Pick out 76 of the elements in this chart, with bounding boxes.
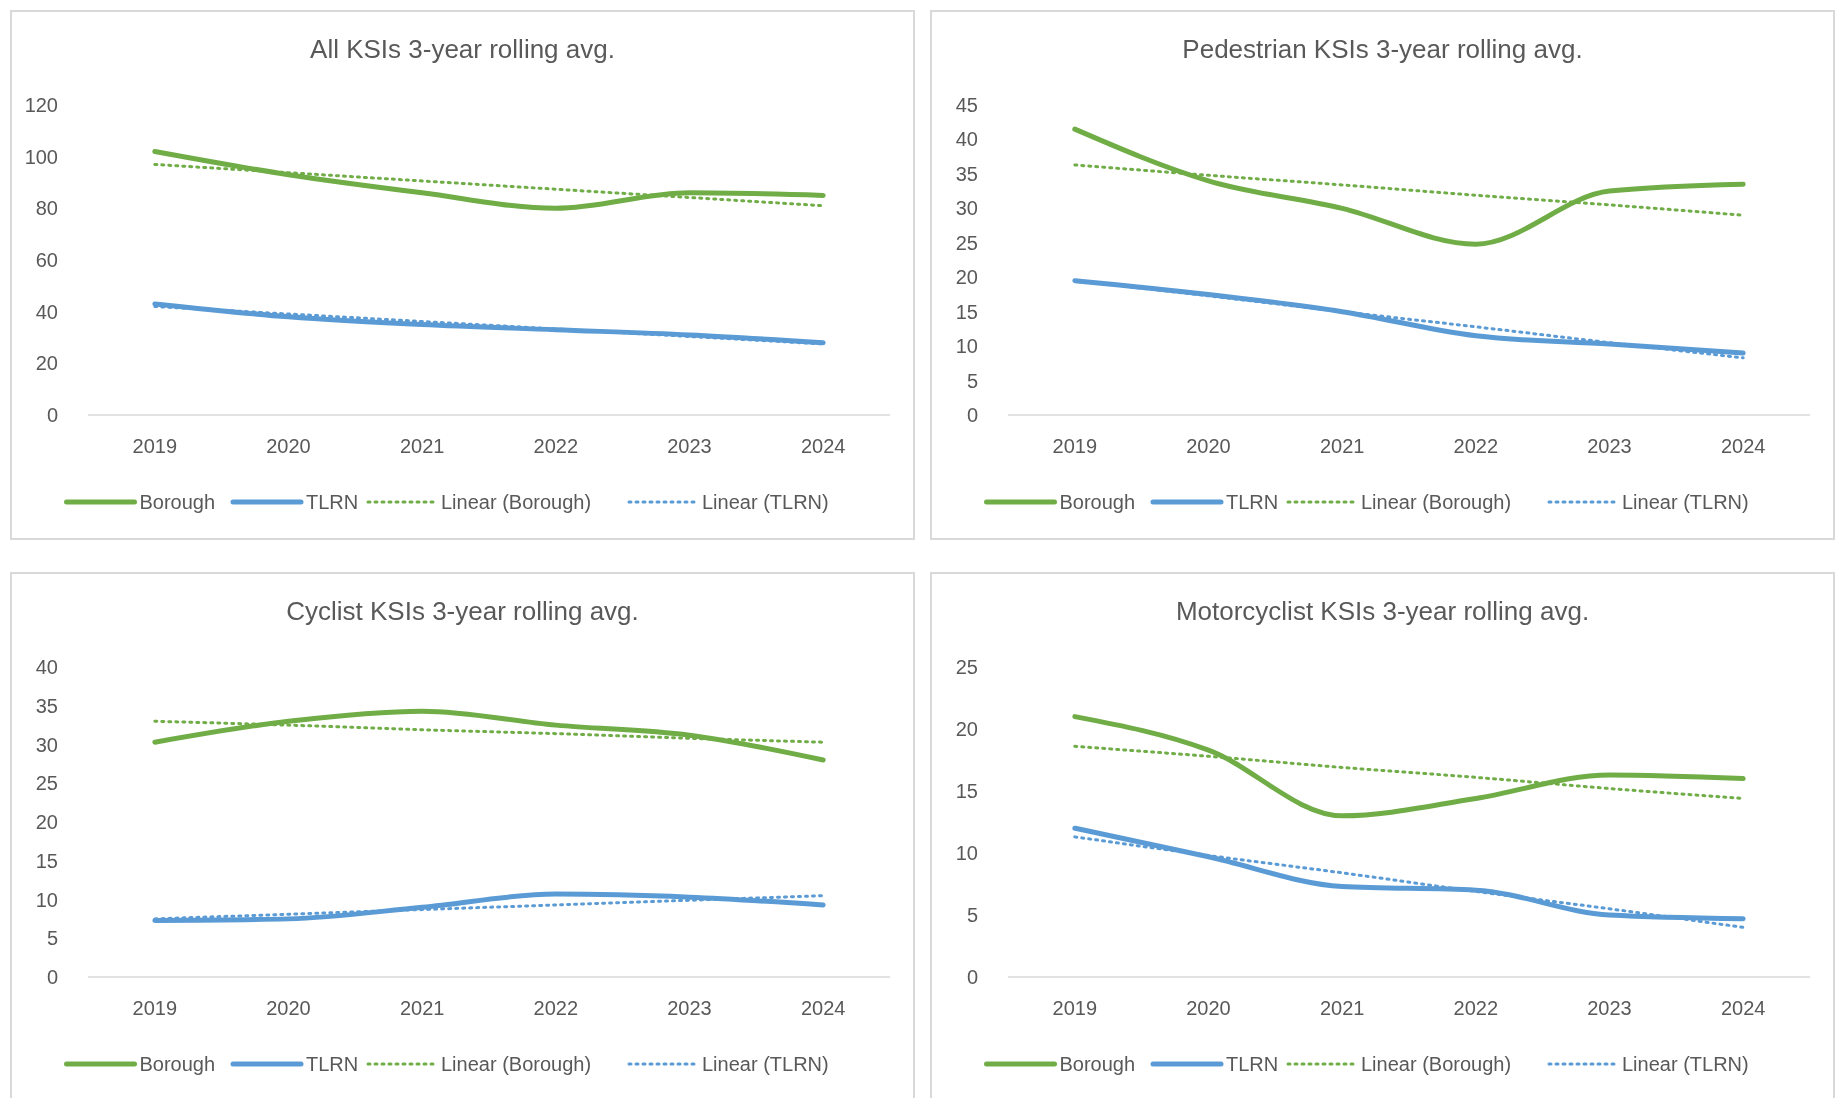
legend-label: Linear (TLRN) bbox=[702, 1053, 829, 1075]
chart-title: Motorcyclist KSIs 3-year rolling avg. bbox=[1175, 596, 1590, 626]
legend-label: Linear (Borough) bbox=[441, 1053, 592, 1075]
legend-label: Linear (TLRN) bbox=[1622, 491, 1749, 513]
y-tick-label: 25 bbox=[955, 231, 978, 254]
x-tick-label: 2020 bbox=[1186, 997, 1231, 1019]
x-tick-label: 2022 bbox=[1453, 435, 1499, 457]
y-tick-label: 35 bbox=[955, 162, 978, 185]
x-tick-label: 2020 bbox=[1186, 435, 1231, 457]
legend-label: TLRN bbox=[1226, 1053, 1279, 1075]
y-tick-label: 10 bbox=[35, 888, 58, 911]
y-tick-label: 5 bbox=[966, 904, 978, 926]
x-tick-label: 2023 bbox=[1587, 435, 1632, 457]
y-tick-label: 20 bbox=[35, 811, 58, 833]
x-tick-label: 2019 bbox=[1052, 435, 1098, 457]
x-tick-label: 2022 bbox=[1453, 997, 1499, 1019]
y-tick-label: 40 bbox=[955, 128, 978, 151]
legend-label: TLRN bbox=[306, 491, 359, 513]
x-tick-label: 2019 bbox=[132, 997, 178, 1019]
legend-label: Linear (Borough) bbox=[1361, 491, 1512, 513]
y-tick-label: 20 bbox=[955, 266, 978, 289]
y-tick-label: 0 bbox=[46, 966, 58, 988]
legend-label: TLRN bbox=[306, 1053, 359, 1075]
x-tick-label: 2020 bbox=[266, 435, 311, 457]
x-tick-label: 2019 bbox=[132, 435, 178, 457]
y-tick-label: 120 bbox=[24, 94, 58, 116]
x-tick-label: 2021 bbox=[399, 997, 445, 1019]
y-tick-label: 40 bbox=[35, 300, 58, 323]
y-tick-label: 60 bbox=[35, 249, 58, 271]
x-tick-label: 2024 bbox=[800, 435, 846, 457]
legend-label: Linear (Borough) bbox=[441, 491, 592, 513]
y-tick-label: 25 bbox=[35, 772, 58, 795]
y-tick-label: 10 bbox=[955, 842, 978, 864]
legend-label: Linear (TLRN) bbox=[702, 491, 829, 513]
x-tick-label: 2022 bbox=[533, 435, 579, 457]
y-tick-label: 5 bbox=[46, 927, 58, 950]
y-tick-label: 0 bbox=[966, 404, 978, 426]
x-tick-label: 2021 bbox=[399, 435, 445, 457]
x-tick-label: 2023 bbox=[667, 435, 712, 457]
y-tick-label: 20 bbox=[955, 718, 978, 740]
y-tick-label: 100 bbox=[24, 145, 58, 168]
chart-title: All KSIs 3-year rolling avg. bbox=[310, 34, 615, 64]
legend-label: Borough bbox=[139, 1053, 216, 1075]
x-tick-label: 2023 bbox=[667, 997, 712, 1019]
legend-label: TLRN bbox=[1226, 491, 1279, 513]
y-tick-label: 10 bbox=[955, 335, 978, 358]
y-tick-label: 20 bbox=[35, 352, 58, 375]
y-tick-label: 40 bbox=[35, 656, 58, 678]
y-tick-label: 30 bbox=[35, 733, 58, 756]
y-tick-label: 30 bbox=[955, 197, 978, 220]
y-tick-label: 0 bbox=[966, 966, 978, 988]
y-tick-label: 35 bbox=[35, 694, 58, 717]
x-tick-label: 2022 bbox=[533, 997, 579, 1019]
x-tick-label: 2020 bbox=[266, 997, 311, 1019]
legend-label: Linear (TLRN) bbox=[1622, 1053, 1749, 1075]
chart-title: Cyclist KSIs 3-year rolling avg. bbox=[286, 596, 639, 626]
y-tick-label: 15 bbox=[35, 849, 58, 872]
x-tick-label: 2019 bbox=[1052, 997, 1098, 1019]
x-tick-label: 2024 bbox=[1720, 997, 1766, 1019]
y-tick-label: 5 bbox=[966, 369, 978, 392]
chart-title: Pedestrian KSIs 3-year rolling avg. bbox=[1182, 34, 1583, 64]
x-tick-label: 2024 bbox=[800, 997, 846, 1019]
legend-label: Linear (Borough) bbox=[1361, 1053, 1512, 1075]
y-tick-label: 15 bbox=[955, 300, 978, 323]
legend-label: Borough bbox=[1059, 491, 1136, 513]
legend-label: Borough bbox=[139, 491, 216, 513]
y-tick-label: 15 bbox=[955, 780, 978, 802]
x-tick-label: 2024 bbox=[1720, 435, 1766, 457]
y-tick-label: 25 bbox=[955, 656, 978, 678]
x-tick-label: 2021 bbox=[1319, 435, 1365, 457]
y-tick-label: 0 bbox=[46, 404, 58, 426]
y-tick-label: 45 bbox=[955, 94, 978, 116]
x-tick-label: 2023 bbox=[1587, 997, 1632, 1019]
legend-label: Borough bbox=[1059, 1053, 1136, 1075]
x-tick-label: 2021 bbox=[1319, 997, 1365, 1019]
y-tick-label: 80 bbox=[35, 197, 58, 220]
